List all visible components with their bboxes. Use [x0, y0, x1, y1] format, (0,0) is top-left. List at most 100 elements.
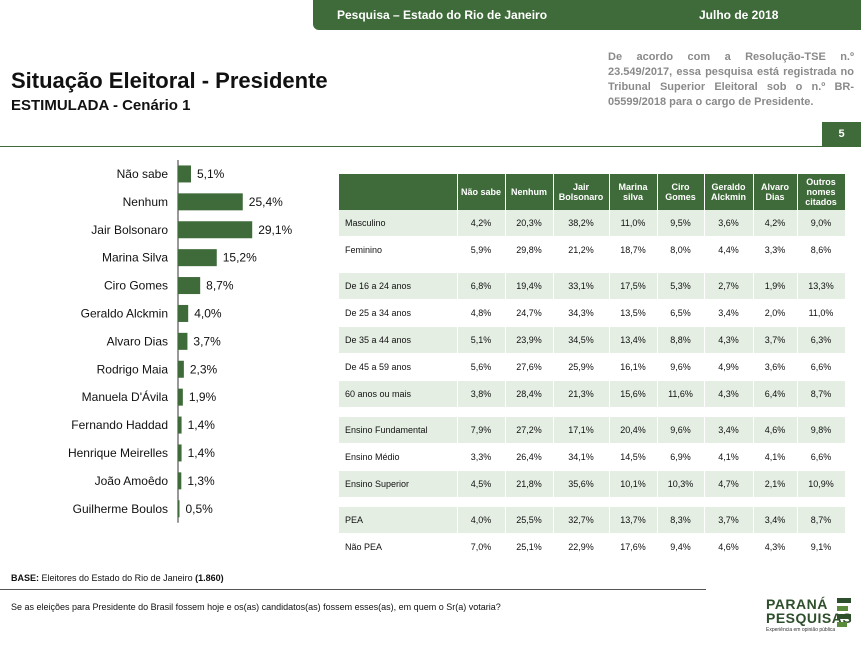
data-label: 8,7% [206, 279, 234, 293]
group-spacer [339, 407, 845, 417]
category-label: Marina Silva [102, 251, 168, 265]
table-cell: 7,9% [457, 417, 506, 444]
table-cell: 25,1% [505, 533, 554, 561]
base-note: BASE: Eleitores do Estado do Rio de Jane… [11, 573, 224, 583]
table-cell: 7,0% [457, 533, 506, 561]
table-row: Masculino 4,2% 20,3% 38,2% 11,0% 9,5% 3,6% 4,2%… [339, 210, 846, 237]
table-cell: 23,9% [505, 326, 554, 354]
category-label: Jair Bolsonaro [91, 223, 168, 237]
table-cell: 24,7% [505, 299, 554, 327]
table-cell: 25,5% [505, 507, 554, 534]
table-cell: 4,1% [704, 443, 754, 471]
table-cell: 4,0% [457, 507, 506, 534]
data-label: 0,5% [186, 502, 214, 516]
crosstab-header-row: Não sabe Nenhum Jair Bolsonaro Marina silva… [339, 174, 846, 210]
logo-tagline: Experiência em opinião pública [766, 627, 836, 633]
data-label: 2,3% [190, 362, 218, 376]
category-label: Guilherme Boulos [73, 502, 168, 516]
table-cell: 3,6% [704, 210, 754, 237]
table-row: Feminino 5,9% 29,8% 21,2% 18,7% 8,0% 4,4% 3,3% 8… [339, 236, 846, 264]
table-cell: 21,8% [505, 470, 554, 498]
table-cell: 4,2% [457, 210, 506, 237]
table-cell: 9,6% [657, 417, 705, 444]
column-header: Nenhum [505, 174, 554, 210]
table-cell: 28,4% [505, 380, 554, 408]
table-cell: 8,6% [797, 236, 846, 264]
table-cell: 2,0% [753, 299, 798, 327]
table-cell: 3,7% [753, 326, 798, 354]
table-row: Ensino Fundamental 7,9% 27,2% 17,1% 20,4% 9,6… [339, 417, 846, 444]
table-cell: 13,7% [609, 507, 658, 534]
table-cell: 4,6% [753, 417, 798, 444]
table-cell: 10,9% [797, 470, 846, 498]
table-cell: 6,4% [753, 380, 798, 408]
data-label: 1,4% [188, 446, 216, 460]
row-label: De 25 a 34 anos [339, 299, 458, 327]
row-label: Ensino Superior [339, 470, 458, 498]
table-cell: 21,2% [553, 236, 610, 264]
table-row: De 45 a 59 anos 5,6% 27,6% 25,9% 16,1% 9,6% 4,… [339, 353, 846, 381]
table-cell: 3,7% [704, 507, 754, 534]
bar [178, 277, 201, 295]
table-cell: 1,9% [753, 273, 798, 300]
table-row: De 25 a 34 anos 4,8% 24,7% 34,3% 13,5% 6,5% 3,… [339, 299, 846, 327]
row-label: PEA [339, 507, 458, 534]
table-cell: 4,1% [753, 443, 798, 471]
category-label: Manuela D'Ávila [82, 389, 169, 404]
table-cell: 34,5% [553, 326, 610, 354]
bar [178, 500, 180, 518]
survey-question: Se as eleições para Presidente do Brasil… [11, 602, 501, 612]
base-label: BASE: [11, 573, 40, 583]
table-row: De 16 a 24 anos 6,8% 19,4% 33,1% 17,5% 5,3% 2,… [339, 273, 846, 300]
category-label: Não sabe [117, 167, 169, 181]
table-cell: 3,4% [753, 507, 798, 534]
page-title: Situação Eleitoral - Presidente [11, 68, 328, 93]
table-row: Ensino Médio 3,3% 26,4% 34,1% 14,5% 6,9% 4,1% 4… [339, 443, 846, 471]
table-cell: 32,7% [553, 507, 610, 534]
table-cell: 10,1% [609, 470, 658, 498]
table-cell: 6,5% [657, 299, 705, 327]
table-cell: 4,9% [704, 353, 754, 381]
table-cell: 3,8% [457, 380, 506, 408]
table-cell: 13,5% [609, 299, 658, 327]
table-cell: 6,6% [797, 353, 846, 381]
table-cell: 17,6% [609, 533, 658, 561]
table-row: De 35 a 44 anos 5,1% 23,9% 34,5% 13,4% 8,8% 4,… [339, 326, 846, 354]
table-cell: 10,3% [657, 470, 705, 498]
table-cell: 4,3% [704, 326, 754, 354]
data-label: 4,0% [194, 306, 222, 320]
base-text: Eleitores do Estado do Rio de Janeiro [41, 573, 193, 583]
category-label: João Amoêdo [95, 474, 169, 488]
category-label: Fernando Haddad [71, 418, 168, 432]
table-cell: 11,6% [657, 380, 705, 408]
table-cell: 5,9% [457, 236, 506, 264]
table-row: 60 anos ou mais 3,8% 28,4% 21,3% 15,6% 11,6% 4… [339, 380, 846, 408]
table-cell: 34,3% [553, 299, 610, 327]
table-cell: 18,7% [609, 236, 658, 264]
table-cell: 27,6% [505, 353, 554, 381]
data-label: 15,2% [223, 251, 257, 265]
candidate-bar-chart: Não sabe 5,1% Nenhum 25,4% Jair Bolsonaro 29,… [68, 160, 293, 523]
column-header: Geraldo Alckmin [704, 174, 754, 210]
table-cell: 9,4% [657, 533, 705, 561]
row-label: 60 anos ou mais [339, 380, 458, 408]
table-cell: 34,1% [553, 443, 610, 471]
tse-registration-note: De acordo com a Resolução-TSE n.º 23.549… [608, 51, 854, 108]
column-header [339, 174, 458, 210]
row-label: De 16 a 24 anos [339, 273, 458, 300]
data-label: 29,1% [258, 223, 292, 237]
table-row: PEA 4,0% 25,5% 32,7% 13,7% 8,3% 3,7% 3,4% 8,7% [339, 507, 846, 534]
table-cell: 27,2% [505, 417, 554, 444]
logo-line-1: PARANÁ [766, 596, 828, 612]
category-label: Nenhum [123, 195, 168, 209]
group-spacer [339, 263, 845, 273]
table-cell: 20,3% [505, 210, 554, 237]
table-cell: 8,3% [657, 507, 705, 534]
survey-name: Pesquisa – Estado do Rio de Janeiro [337, 8, 548, 22]
table-cell: 3,4% [704, 417, 754, 444]
category-label: Geraldo Alckmin [81, 306, 168, 320]
table-cell: 21,3% [553, 380, 610, 408]
bar [178, 388, 183, 406]
header-divider [0, 146, 822, 147]
table-cell: 6,3% [797, 326, 846, 354]
